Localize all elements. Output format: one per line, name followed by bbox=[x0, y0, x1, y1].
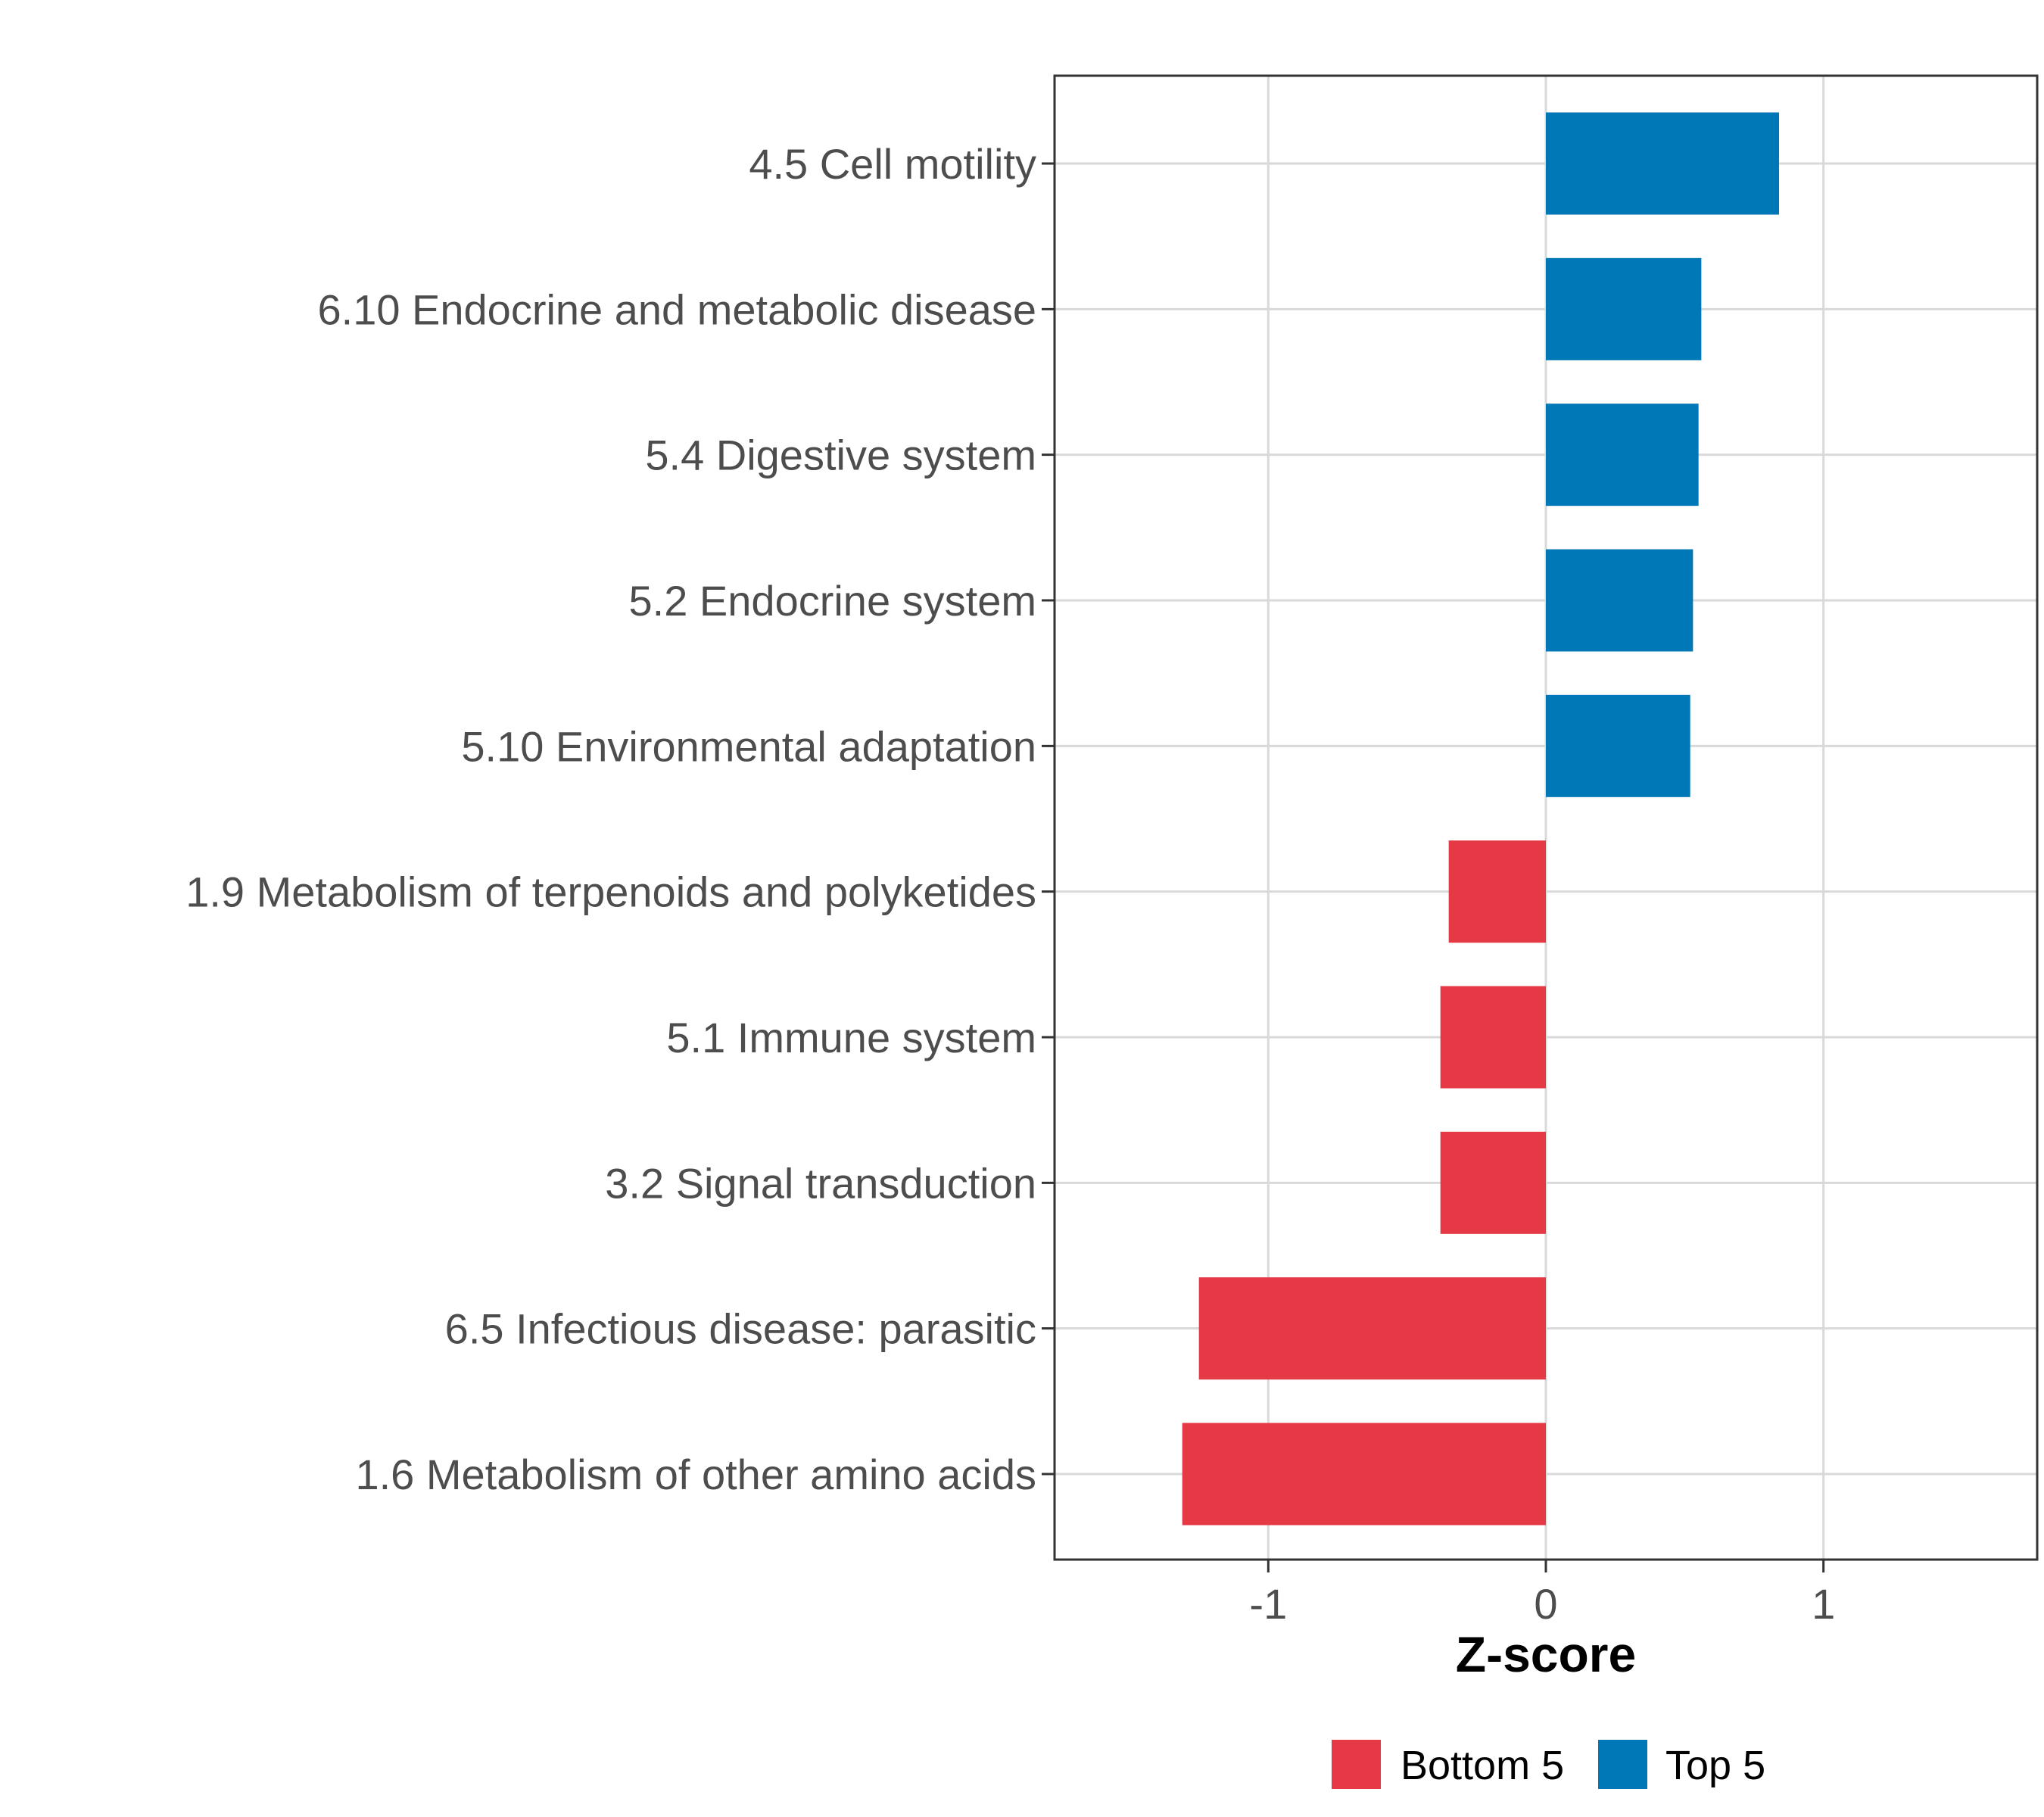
bar bbox=[1198, 1277, 1546, 1380]
bars bbox=[1182, 112, 1779, 1526]
y-tick-label: 5.4 Digestive system bbox=[645, 432, 1036, 479]
bar bbox=[1546, 404, 1699, 506]
y-tick-label: 6.10 Endocrine and metabolic disease bbox=[317, 285, 1036, 333]
legend-swatch-top bbox=[1598, 1740, 1647, 1789]
bar bbox=[1546, 112, 1779, 215]
y-tick-label: 1.9 Metabolism of terpenoids and polyket… bbox=[185, 868, 1036, 916]
bar bbox=[1440, 1131, 1546, 1234]
x-tick-label: 0 bbox=[1534, 1580, 1557, 1628]
y-tick-label: 3.2 Signal transduction bbox=[605, 1159, 1036, 1207]
bar bbox=[1546, 549, 1693, 652]
bar bbox=[1546, 694, 1690, 797]
y-axis: 4.5 Cell motility 6.10 Endocrine and meta… bbox=[185, 140, 1055, 1498]
y-tick-label: 5.10 Environmental adaptation bbox=[461, 722, 1036, 770]
y-tick-label: 1.6 Metabolism of other amino acids bbox=[355, 1451, 1036, 1498]
legend-label-bottom: Bottom 5 bbox=[1401, 1743, 1564, 1788]
bar bbox=[1440, 986, 1546, 1089]
bar bbox=[1546, 257, 1702, 360]
y-tick-label: 6.5 Infectious disease: parasitic bbox=[445, 1305, 1036, 1353]
bar bbox=[1448, 840, 1546, 943]
y-tick-label: 5.2 Endocrine system bbox=[629, 577, 1036, 625]
x-tick-label: -1 bbox=[1249, 1580, 1287, 1628]
y-tick-label: 5.1 Immune system bbox=[666, 1014, 1036, 1061]
y-tick-label: 4.5 Cell motility bbox=[749, 140, 1036, 188]
legend: Bottom 5 Top 5 bbox=[1332, 1740, 1765, 1789]
legend-swatch-bottom bbox=[1332, 1740, 1381, 1789]
bar bbox=[1182, 1423, 1546, 1526]
x-axis-title: Z-score bbox=[1456, 1626, 1636, 1682]
legend-label-top: Top 5 bbox=[1665, 1743, 1765, 1788]
x-tick-label: 1 bbox=[1812, 1580, 1835, 1628]
x-axis: -1 0 1 bbox=[1249, 1560, 1835, 1628]
